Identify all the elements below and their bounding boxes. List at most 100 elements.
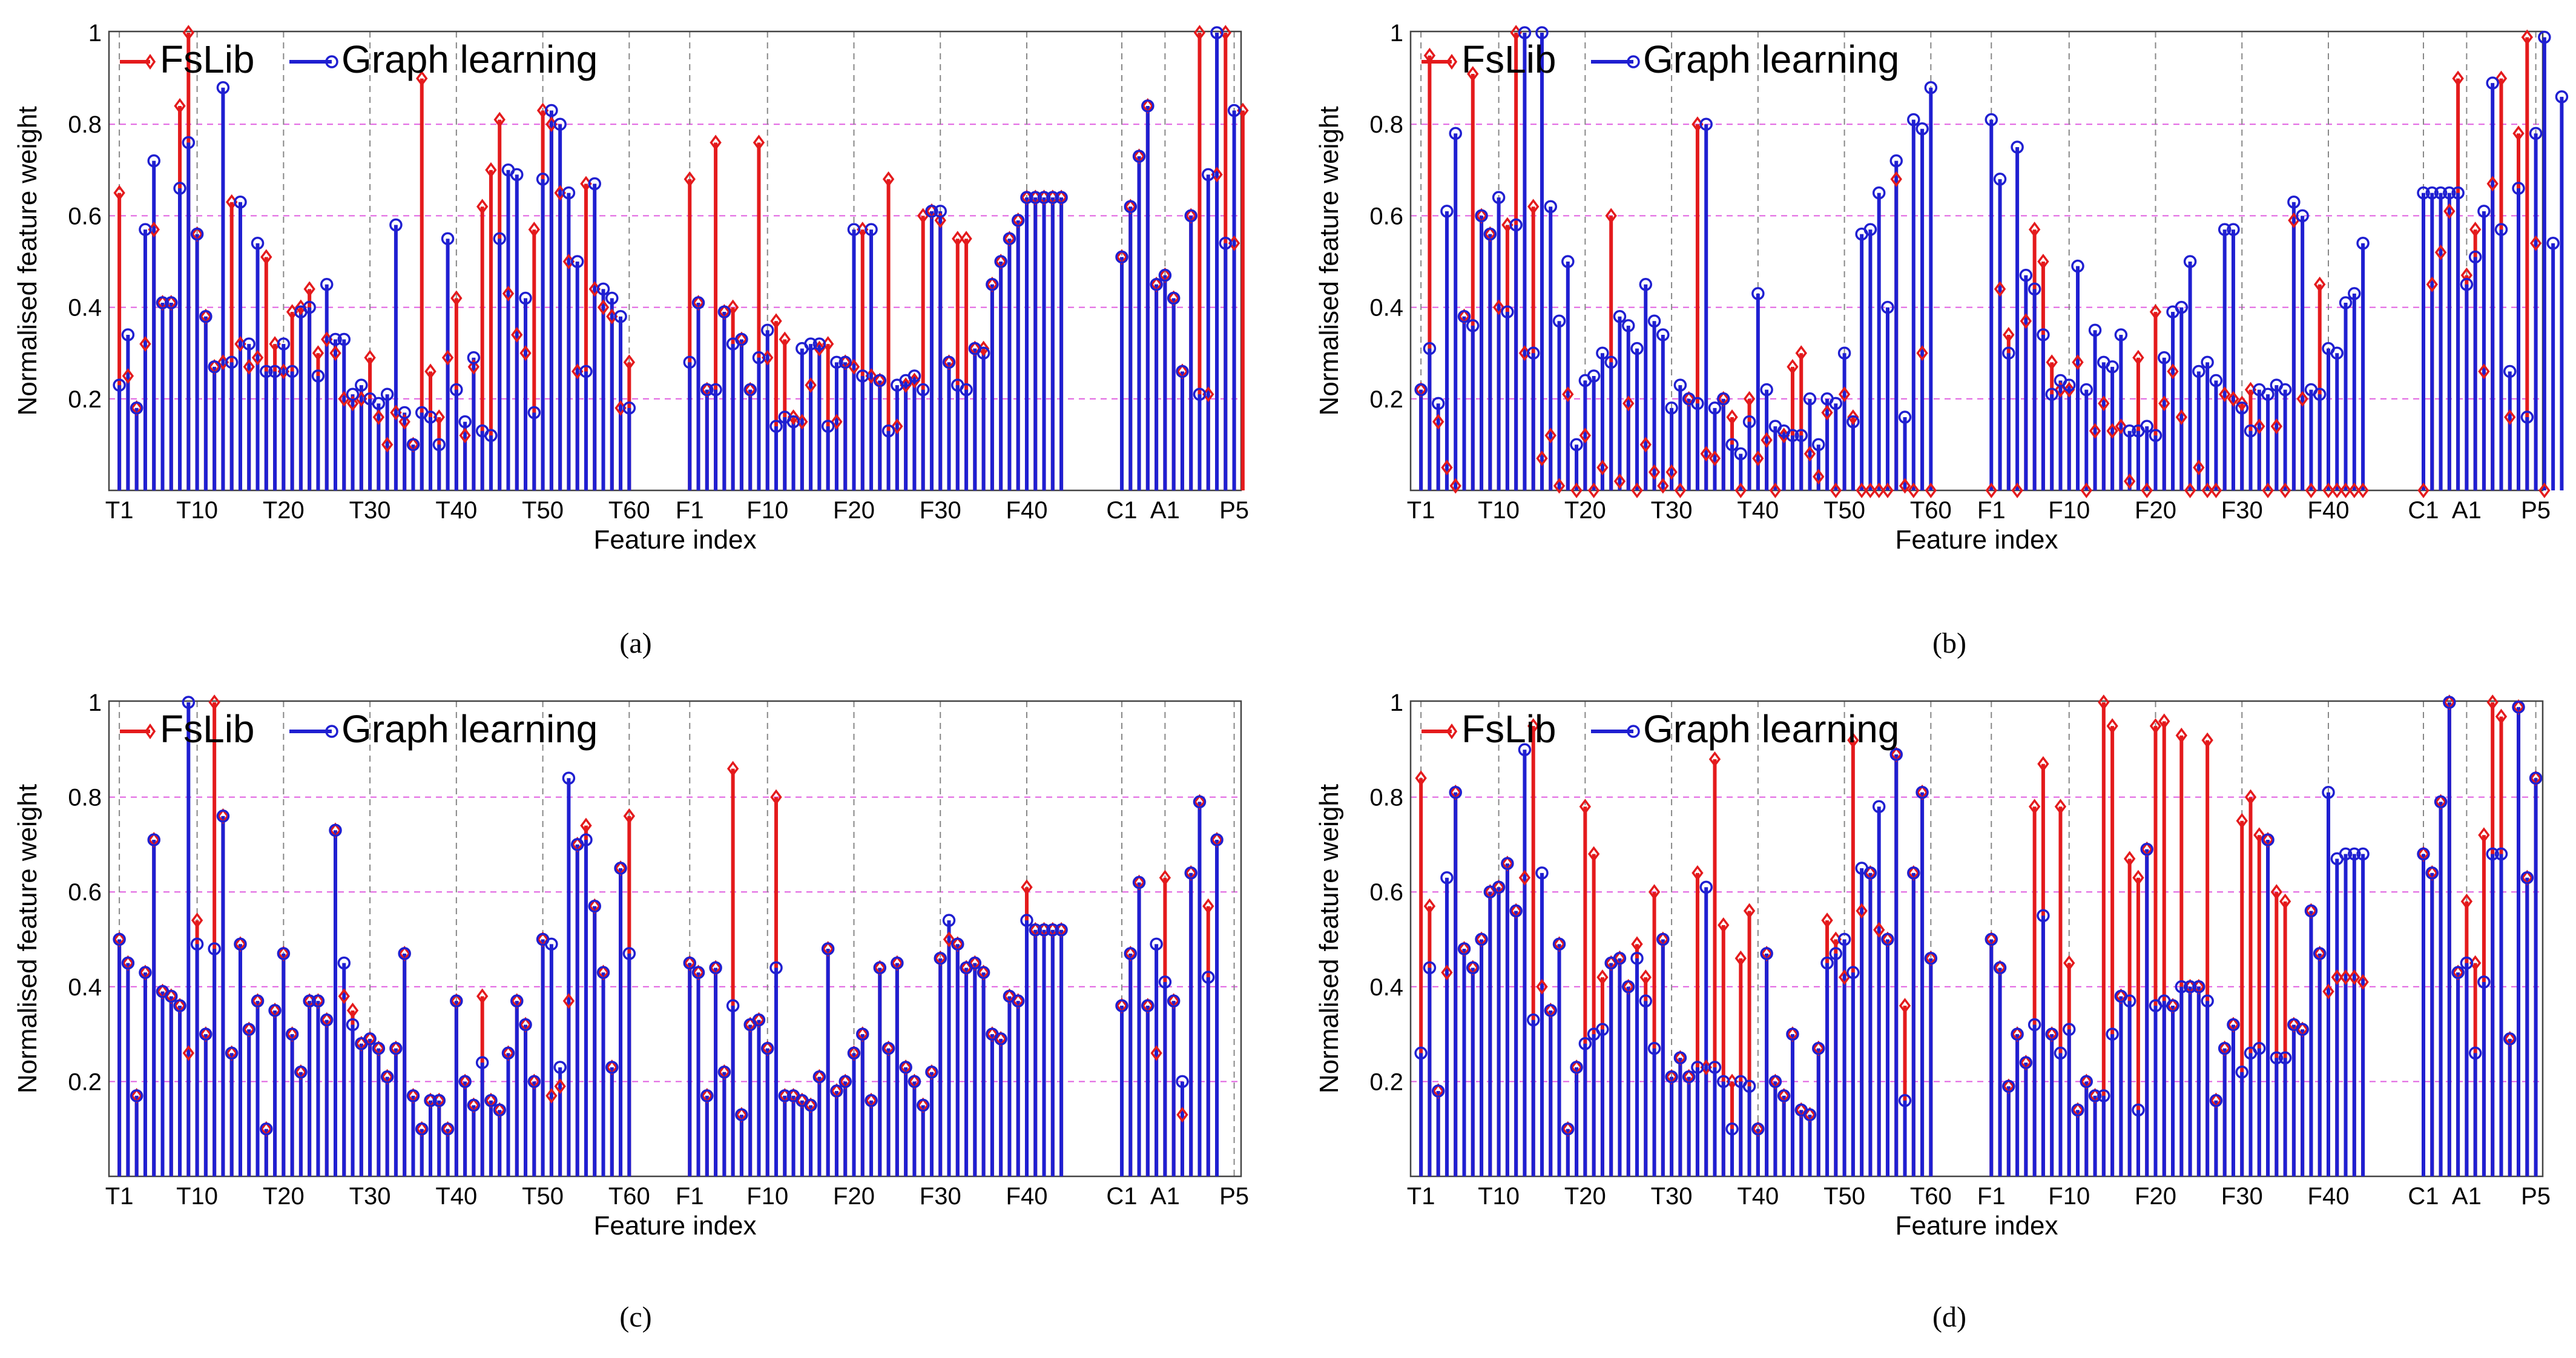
graph-marker [1501,857,1514,870]
graph-marker [277,947,291,960]
graph-marker [865,1093,878,1107]
fslib-marker [2426,276,2438,292]
fslib-marker [2106,423,2118,439]
fslib-marker [1562,386,1574,403]
graph-marker [570,255,584,268]
graph-marker [2123,424,2136,438]
graph-marker [1630,952,1644,965]
fslib-marker [1821,912,1833,929]
graph-marker [320,278,334,291]
fslib-marker [2003,327,2015,343]
fslib-marker [2054,799,2067,815]
graph-marker [2011,1027,2024,1041]
x-tick-label: P5 [1219,1183,1249,1210]
graph-marker [709,383,722,397]
graph-marker [1621,319,1635,332]
graph-marker [2045,1027,2058,1041]
graph-marker [1786,1027,1799,1041]
graph-marker [1725,1122,1739,1136]
graph-marker [406,1089,420,1103]
graph-marker [1803,1108,1817,1121]
fslib-marker [1743,391,1756,407]
graph-marker [527,1075,541,1089]
graph-marker [2451,186,2465,200]
graph-marker [899,1061,912,1074]
graph-marker [1993,173,2007,186]
fslib-marker [1492,299,1505,315]
x-tick-label: F40 [1006,1183,1048,1210]
fslib-marker [1769,483,1782,498]
graph-marker [139,223,152,236]
x-tick-label: T50 [522,497,564,524]
graph-marker [1526,1013,1540,1027]
graph-marker [1691,397,1704,410]
graph-marker [432,1093,446,1107]
graph-marker [1760,947,1773,960]
graph-marker [320,1013,334,1027]
graph-marker [1046,191,1059,204]
graph-marker [2218,223,2232,236]
graph-marker [1907,113,1920,127]
fslib-marker [2253,827,2265,843]
graph-marker [1037,923,1051,937]
fslib-marker [2486,176,2499,192]
legend-fslib-label: FsLib [1461,707,1556,751]
y-axis-label: Normalised feature weight [1314,106,1344,415]
graph-marker [1829,947,1843,960]
graph-marker [2019,268,2033,282]
fslib-marker [1176,1107,1188,1123]
x-tick-label: T20 [1564,1183,1606,1210]
fslib-marker [1579,799,1592,815]
graph-marker [1184,209,1197,223]
graph-marker [873,961,887,975]
fslib-marker [2253,418,2265,435]
fslib-marker [1441,460,1453,476]
graph-marker [1167,291,1181,305]
x-axis-label: Feature index [593,525,756,555]
graph-marker [1501,305,1514,318]
graph-marker [1872,186,1886,200]
graph-marker [1029,191,1043,204]
graph-marker [2417,847,2430,861]
graph-marker [1613,309,1627,323]
x-tick-label: P5 [2521,1183,2551,1210]
graph-marker [2477,205,2491,218]
graph-marker [1202,971,1215,984]
graph-marker [605,291,619,305]
graph-marker [1003,232,1016,245]
graph-marker [700,383,714,397]
fslib-marker [1449,478,1461,494]
fslib-marker [2227,391,2239,407]
fslib-marker [1193,25,1206,41]
graph-marker [2278,383,2292,397]
graph-marker [942,914,956,927]
fslib-marker [726,760,739,777]
graph-marker [1760,383,1773,397]
graph-marker [1227,104,1241,117]
graph-marker [2503,1032,2517,1046]
fslib-marker [2158,713,2170,730]
fslib-marker [1700,446,1712,462]
graph-marker [951,937,964,951]
x-tick-label: F40 [2308,1183,2350,1210]
fslib-marker [960,231,972,247]
fslib-marker [1882,483,1894,498]
fslib-marker [381,437,394,453]
graph-marker [968,956,982,970]
legend-graph-marker [325,725,338,738]
graph-marker [942,355,956,369]
x-tick-label: F40 [1006,497,1048,524]
graph-marker [277,337,291,351]
x-tick-label: C1 [2408,497,2439,524]
x-tick-label: T20 [263,1183,305,1210]
graph-marker [2460,956,2474,970]
graph-marker [1158,975,1172,989]
fslib-marker [1527,199,1540,215]
fslib-marker [398,414,410,430]
graph-marker [1492,880,1506,894]
fslib-marker [1415,770,1427,786]
graph-marker [1673,378,1687,392]
x-tick-label: T60 [1910,1183,1952,1210]
graph-marker [977,346,990,360]
fslib-marker [1587,846,1600,862]
